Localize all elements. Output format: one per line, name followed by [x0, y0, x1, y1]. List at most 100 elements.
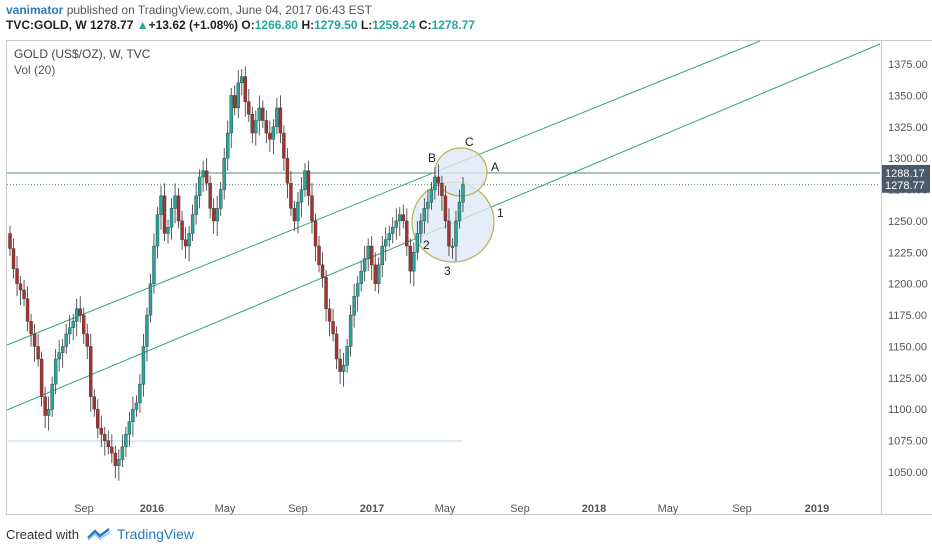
candle-body — [306, 170, 311, 197]
price-axis[interactable] — [882, 40, 932, 515]
price-tick-label: 1150.00 — [888, 341, 927, 353]
candle-body — [204, 170, 209, 184]
candle-body — [85, 333, 89, 347]
candle-body — [369, 245, 374, 266]
chart-legend-title: GOLD (US$/OZ), W, TVC — [14, 47, 151, 61]
created-with-label: Created with — [6, 526, 79, 542]
candle-body — [22, 289, 26, 299]
candle-body — [348, 314, 353, 347]
chart-area[interactable] — [6, 40, 882, 515]
candle-body — [194, 195, 198, 215]
candle-body — [67, 327, 72, 335]
candle-body — [292, 208, 297, 222]
upper-trendline — [6, 40, 761, 346]
candle-body — [124, 434, 128, 448]
publish-info: vanimator published on TradingView.com, … — [6, 3, 372, 17]
candle-body — [401, 214, 406, 222]
wave-label: C — [465, 135, 474, 149]
candle-body — [450, 245, 455, 248]
price-tick-label: 1100.00 — [888, 404, 927, 416]
time-tick-label: May — [215, 503, 236, 515]
open-label: O: — [241, 18, 255, 32]
candle-body — [289, 183, 293, 209]
candle-body — [320, 264, 325, 278]
candle-body — [377, 264, 381, 284]
candle-body — [447, 220, 451, 247]
candle-body — [92, 396, 96, 410]
candle-body — [250, 114, 255, 134]
candle-body — [327, 308, 332, 322]
candle-body — [338, 358, 342, 372]
symbol-label: TVC:GOLD, W — [6, 18, 87, 32]
candle-body — [299, 189, 304, 203]
candle-body — [201, 170, 205, 178]
time-tick-label: Sep — [288, 503, 308, 515]
wave-label: 1 — [497, 206, 504, 220]
price-tick-label: 1050.00 — [888, 467, 928, 479]
candle-body — [106, 440, 111, 448]
candle-body — [394, 220, 398, 228]
candle-body — [454, 220, 458, 247]
candle-body — [282, 132, 286, 159]
author-link[interactable]: vanimator — [6, 3, 64, 17]
candle-body — [159, 195, 163, 215]
time-tick-label: 2018 — [582, 503, 606, 515]
candle-body — [187, 233, 191, 247]
candle-body — [103, 434, 107, 441]
candle-body — [243, 76, 247, 102]
candle-body — [436, 176, 441, 184]
candle-body — [218, 189, 223, 209]
candle-body — [173, 195, 177, 209]
close-value: 1278.77 — [431, 18, 475, 32]
time-tick-label: Sep — [74, 503, 94, 515]
candle-body — [29, 321, 33, 335]
candle-body — [141, 346, 146, 385]
candle-body — [57, 352, 61, 360]
candle-body — [75, 308, 79, 322]
candle-body — [215, 208, 219, 222]
candle-body — [134, 402, 139, 410]
candle-body — [131, 409, 135, 422]
candle-body — [46, 409, 51, 416]
publish-text: published on TradingView.com, June 04, 2… — [63, 3, 373, 17]
candle-body — [208, 183, 212, 209]
candle-body — [120, 446, 125, 460]
candle-body — [11, 248, 16, 269]
candle-body — [176, 195, 181, 222]
price-tick-label: 1350.00 — [888, 90, 928, 102]
candle-body — [419, 220, 423, 234]
candle-body — [138, 383, 142, 404]
candle-body — [78, 308, 82, 316]
candle-body — [412, 252, 416, 272]
change-up-icon: ▲ — [136, 18, 149, 32]
candle-body — [380, 245, 384, 266]
candle-body — [257, 107, 262, 121]
candle-body — [96, 409, 100, 429]
candle-body — [405, 220, 409, 247]
candle-body — [145, 314, 149, 347]
price-tick-label: 1325.00 — [888, 122, 928, 134]
candle-body — [433, 176, 437, 190]
candle-body — [229, 95, 233, 134]
candle-body — [197, 176, 202, 197]
candle-body — [331, 321, 335, 335]
candle-body — [169, 208, 174, 228]
candle-body — [359, 270, 363, 284]
candle-body — [155, 214, 160, 247]
candle-body — [183, 239, 188, 247]
price-tick-label: 1375.00 — [888, 59, 928, 71]
close-label: C: — [418, 18, 432, 32]
volume-legend: Vol (20) — [14, 63, 56, 77]
candle-body — [152, 245, 156, 284]
candle-body — [352, 296, 356, 316]
candle-body — [110, 446, 114, 454]
candle-body — [50, 383, 54, 410]
candle-body — [211, 208, 216, 222]
candle-body — [162, 195, 167, 234]
candle-body — [387, 233, 391, 240]
last-price: 1278.77 — [90, 18, 134, 32]
time-tick-label: May — [435, 503, 456, 515]
tradingview-brand-link[interactable]: TradingView — [116, 526, 195, 542]
time-tick-label: Sep — [510, 503, 530, 515]
